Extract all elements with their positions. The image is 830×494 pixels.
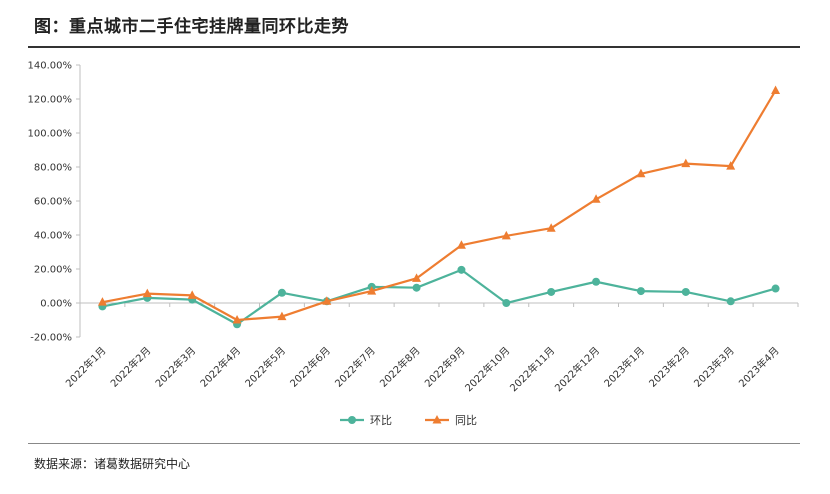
y-tick-label: 40.00% <box>34 231 72 242</box>
data-point-yoy <box>97 297 107 306</box>
x-tick-label: 2023年1月 <box>601 344 647 390</box>
y-tick-label: 80.00% <box>34 163 72 174</box>
legend-marker-circle <box>348 416 356 424</box>
data-point-yoy <box>456 240 466 249</box>
x-tick-label: 2022年6月 <box>287 344 333 390</box>
data-point-yoy <box>546 223 556 232</box>
x-tick-label: 2022年2月 <box>108 344 154 390</box>
data-point-yoy <box>232 315 242 324</box>
x-tick-label: 2023年4月 <box>736 344 782 390</box>
y-tick-label: -20.00% <box>30 333 72 344</box>
data-point-yoy <box>771 85 781 94</box>
data-point-yoy <box>142 288 152 298</box>
y-tick-label: 60.00% <box>34 197 72 208</box>
data-point-yoy <box>367 286 377 295</box>
data-point-mom <box>771 284 780 293</box>
x-tick-label: 2022年11月 <box>507 344 557 394</box>
data-point-yoy <box>412 273 422 282</box>
legend-label: 同比 <box>455 414 477 427</box>
x-tick-label: 2022年4月 <box>197 344 243 390</box>
y-tick-label: 140.00% <box>28 61 73 72</box>
data-point-yoy <box>591 194 601 203</box>
data-point-yoy <box>681 158 691 168</box>
legend-marker-triangle <box>432 415 442 424</box>
data-point-yoy <box>501 230 511 240</box>
data-point-mom <box>412 283 421 292</box>
x-tick-label: 2022年7月 <box>332 344 378 390</box>
y-tick-label: 120.00% <box>28 95 73 106</box>
x-tick-label: 2022年10月 <box>462 344 512 394</box>
y-tick-label: 100.00% <box>28 129 73 140</box>
data-source: 数据来源：诸葛数据研究中心 <box>34 457 191 471</box>
x-tick-label: 2022年9月 <box>422 344 468 390</box>
chart-title: 图：重点城市二手住宅挂牌量同环比走势 <box>34 17 349 37</box>
x-tick-label: 2023年3月 <box>691 344 737 390</box>
data-point-mom <box>502 299 511 307</box>
title-divider <box>28 46 800 48</box>
data-point-mom <box>547 287 556 296</box>
data-point-mom <box>592 277 601 286</box>
data-point-yoy <box>187 290 197 299</box>
x-tick-label: 2022年5月 <box>242 344 288 390</box>
data-point-yoy <box>277 311 287 321</box>
y-tick-label: 20.00% <box>34 265 72 276</box>
data-point-mom <box>277 288 286 297</box>
x-tick-label: 2022年3月 <box>152 344 198 390</box>
data-point-mom <box>726 297 735 306</box>
x-tick-label: 2022年12月 <box>552 344 602 394</box>
data-point-mom <box>457 265 466 274</box>
line-chart: -20.00% 0.00% 20.00% 40.00% 60.00% 80.00% 100.… <box>28 61 799 427</box>
data-point-yoy <box>726 161 736 170</box>
x-tick-label: 2023年2月 <box>646 344 692 390</box>
x-tick-label: 2022年1月 <box>63 344 109 390</box>
data-point-mom <box>636 287 645 296</box>
legend-label: 环比 <box>370 414 392 427</box>
y-tick-label: 0.00% <box>40 299 72 310</box>
series-line-yoy <box>102 89 777 322</box>
series-line-mom <box>102 268 776 326</box>
data-point-yoy <box>636 168 646 178</box>
x-tick-label: 2022年8月 <box>377 344 423 390</box>
data-point-yoy <box>322 296 332 305</box>
footer-divider <box>28 443 800 444</box>
data-point-mom <box>681 287 690 296</box>
